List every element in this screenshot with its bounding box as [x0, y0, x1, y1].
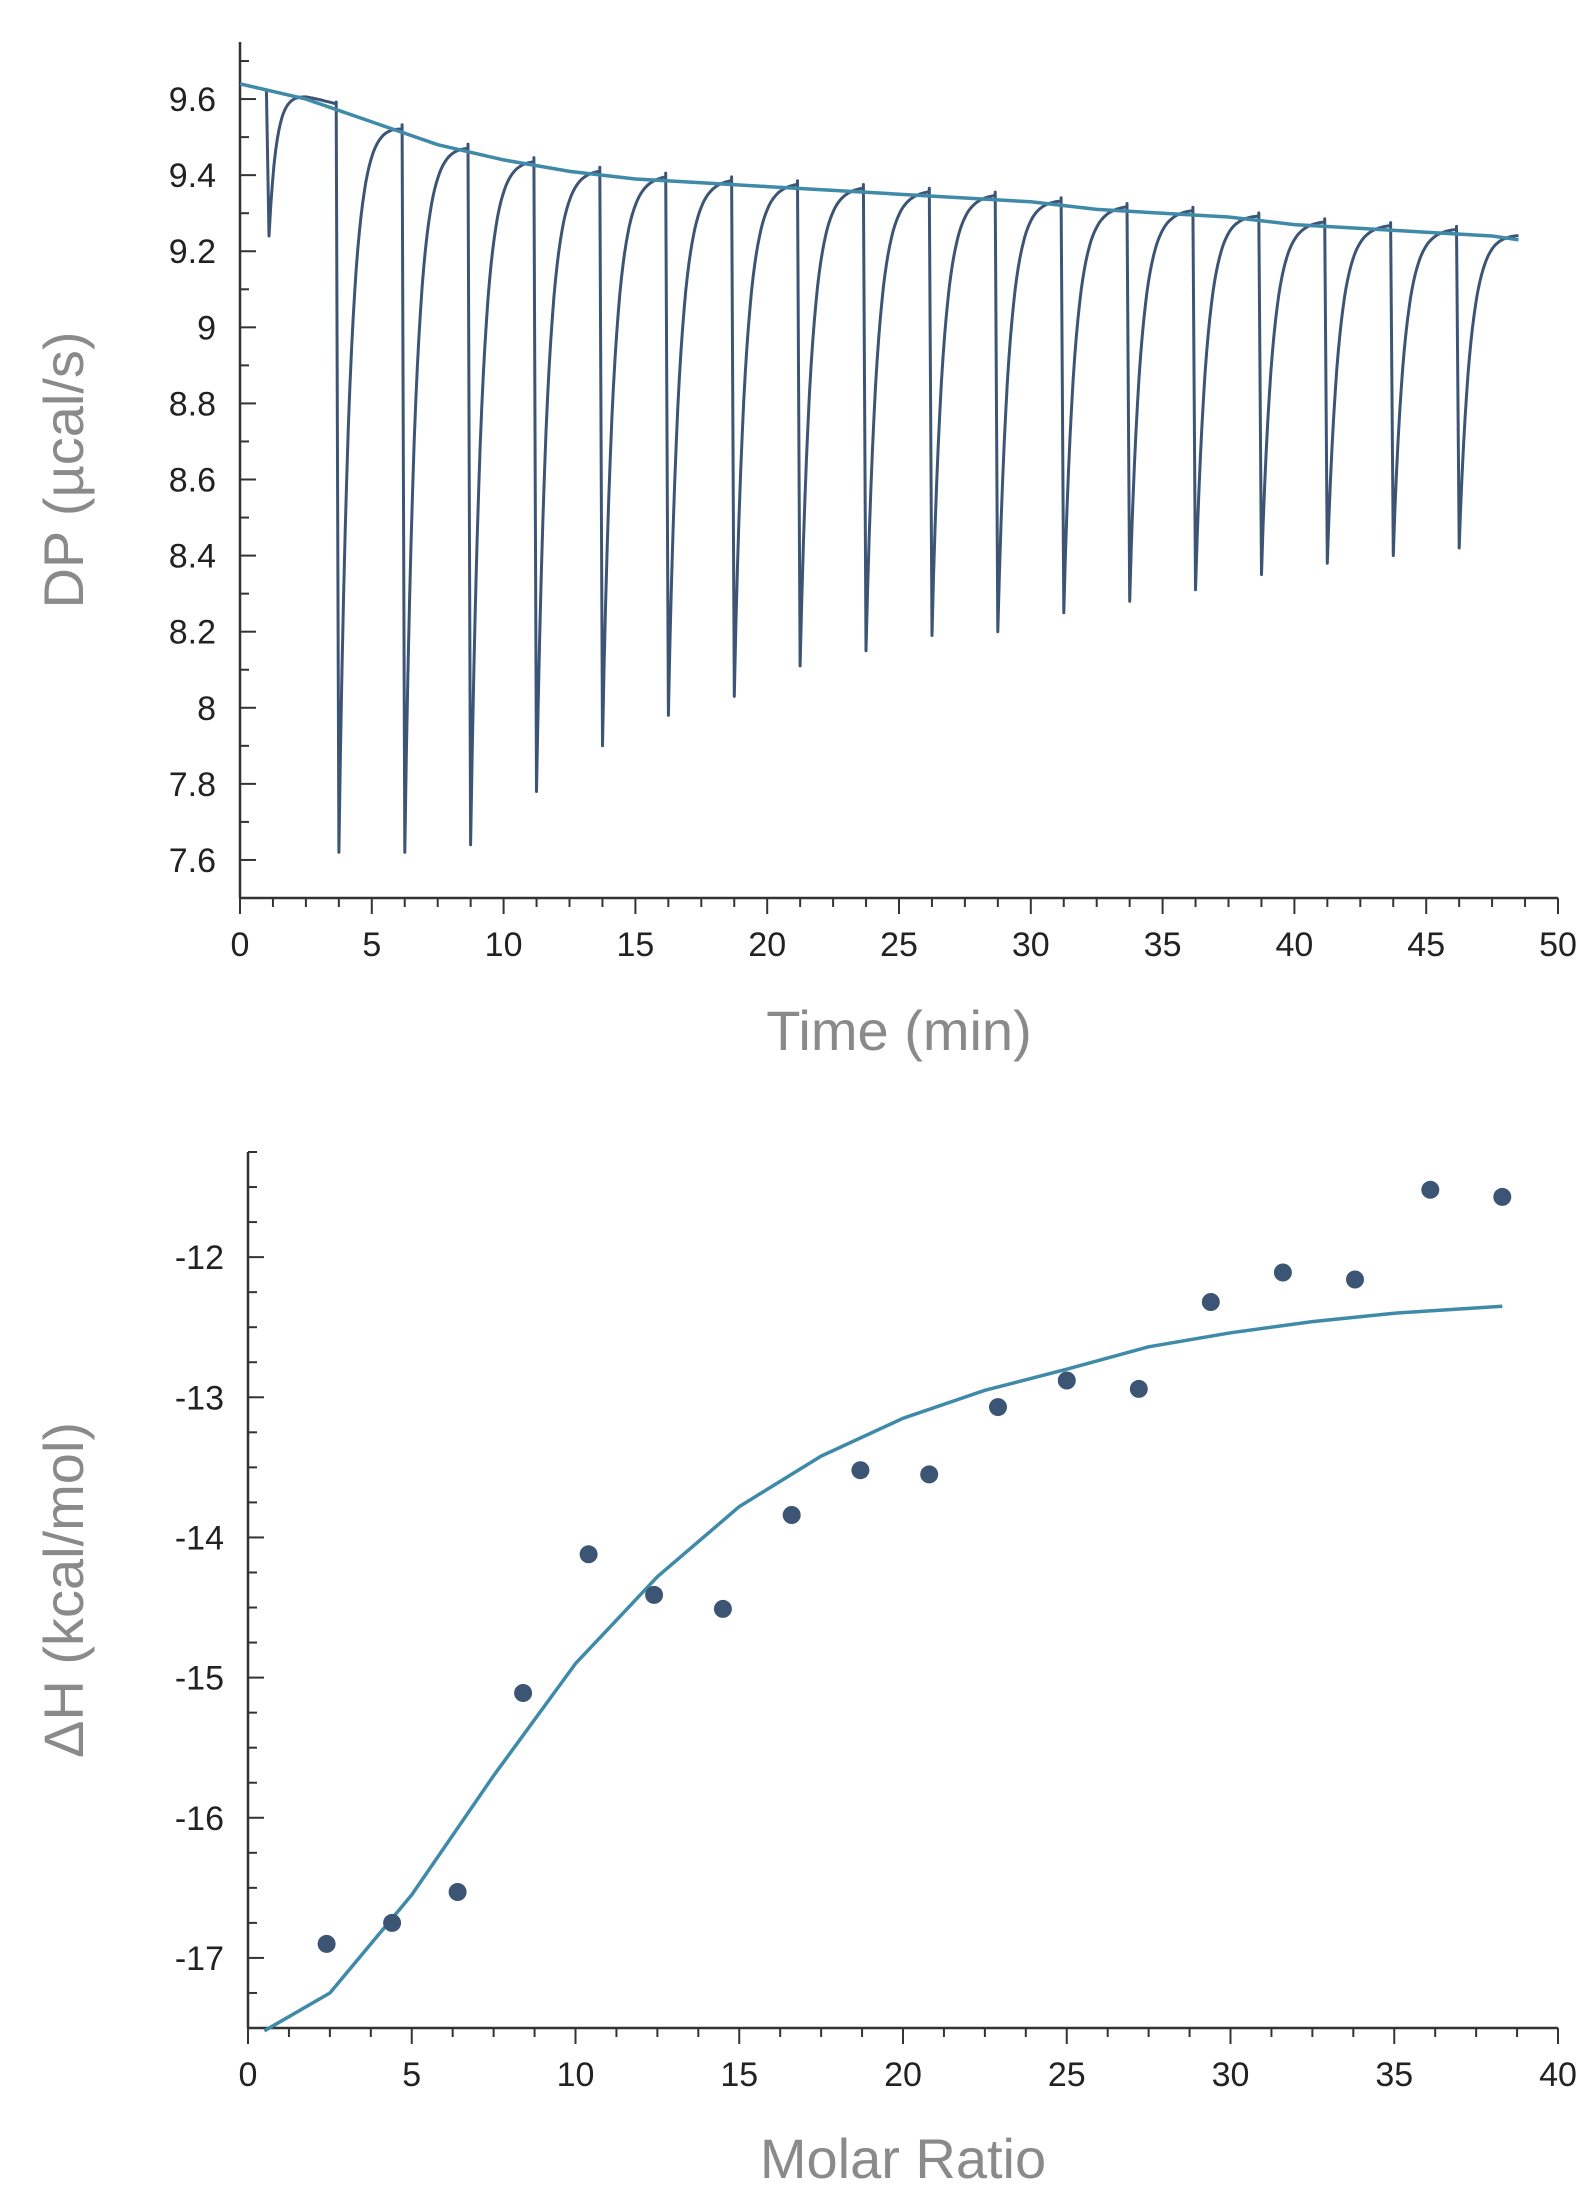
x-tick-label: 45: [1407, 926, 1445, 964]
fit-line: [263, 1304, 1503, 2033]
raw-thermogram-line: [264, 89, 1519, 854]
binding-isotherm-chart: Molar Ratio ΔH (kcal/mol) 0 5 10 15 20 25 30 35…: [32, 1151, 1577, 2190]
data-point: [851, 1461, 870, 1480]
data-point: [1057, 1371, 1076, 1390]
x-tick-label: 10: [557, 2056, 595, 2094]
x-tick-label: 25: [1048, 2056, 1086, 2094]
data-point: [1493, 1187, 1512, 1206]
y-tick-label: 9.6: [169, 81, 216, 119]
y-tick-label: -16: [175, 1800, 224, 1838]
data-point: [383, 1913, 402, 1932]
data-point: [317, 1934, 336, 1953]
baseline-line: [239, 82, 1519, 242]
x-tick-label: 40: [1275, 926, 1313, 964]
data-point: [989, 1398, 1007, 1417]
data-point: [1346, 1270, 1364, 1289]
x-tick-label: 15: [616, 926, 654, 964]
y-axis-title: DP (µcal/s): [32, 331, 95, 608]
data-point: [920, 1465, 939, 1484]
x-tick-label: 15: [720, 2056, 758, 2094]
x-tick-label: 30: [1012, 926, 1050, 964]
data-point: [645, 1585, 664, 1604]
data-point: [1273, 1263, 1292, 1282]
y-tick-label: 7.6: [169, 842, 216, 880]
y-tick-label: -15: [175, 1660, 224, 1698]
data-point: [782, 1506, 801, 1524]
y-tick-label: 9.4: [169, 157, 216, 195]
y-tick-label: 8.2: [169, 614, 216, 652]
y-tick-label: -17: [175, 1940, 224, 1978]
y-tick-label: 9.2: [169, 233, 216, 271]
x-tick-label: 5: [402, 2056, 421, 2094]
x-tick-label: 20: [748, 926, 786, 964]
y-tick-label: 8: [197, 690, 216, 728]
x-tick-label: 30: [1212, 2056, 1250, 2094]
x-tick-label: 35: [1375, 2056, 1413, 2094]
y-tick-label: -13: [175, 1379, 224, 1417]
y-tick-label: 8.4: [169, 538, 216, 576]
y-tick-label: 8.6: [169, 462, 216, 500]
x-tick-label: 50: [1539, 926, 1577, 964]
x-tick-label: 10: [485, 926, 523, 964]
x-axis-title: Time (min): [766, 999, 1031, 1062]
x-tick-label: 40: [1539, 2056, 1577, 2094]
data-point: [713, 1599, 732, 1618]
data-point: [514, 1684, 533, 1702]
x-tick-label: 20: [884, 2056, 922, 2094]
x-tick-label: 25: [880, 926, 918, 964]
data-point: [1201, 1293, 1220, 1311]
data-point: [1421, 1180, 1440, 1199]
y-tick-label: 9: [197, 309, 216, 347]
data-point: [1129, 1379, 1148, 1398]
y-axis-title: ΔH (kcal/mol): [32, 1422, 95, 1758]
x-tick-label: 0: [239, 2056, 258, 2094]
x-axis-title: Molar Ratio: [760, 2127, 1046, 2190]
y-tick-label: -12: [175, 1239, 224, 1277]
x-tick-label: 35: [1144, 926, 1182, 964]
thermogram-chart: Time (min) DP (µcal/s) 0 5 10 15 20 25 30 35 40 4…: [32, 42, 1577, 1062]
x-tick-label: 0: [231, 926, 250, 964]
y-tick-label: 7.8: [169, 766, 216, 804]
data-point: [448, 1883, 467, 1901]
y-tick-label: 8.8: [169, 385, 216, 423]
x-tick-label: 5: [362, 926, 381, 964]
data-point: [579, 1545, 598, 1564]
y-tick-label: -14: [175, 1519, 224, 1557]
